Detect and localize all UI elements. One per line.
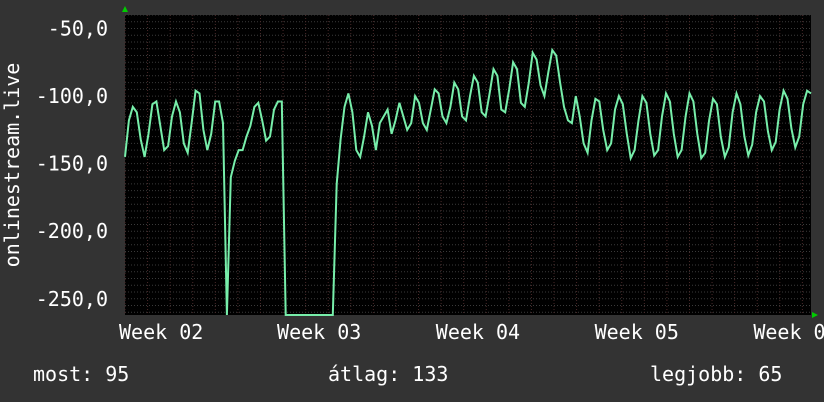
x-tick-label: Week 05	[595, 320, 679, 344]
x-tick-label: Week 02	[119, 320, 203, 344]
x-axis-arrow	[812, 312, 818, 318]
y-axis-label: onlinestream.live	[0, 63, 24, 268]
stat-best-label: legjobb:	[650, 362, 747, 386]
y-tick-label: -50,0	[48, 17, 108, 41]
stat-average-label: átlag:	[328, 362, 401, 386]
stat-current-value: 95	[105, 362, 130, 386]
y-tick-label: -100,0	[36, 84, 108, 108]
x-axis-ticks: Week 02 Week 03 Week 04 Week 05 Week 06	[119, 320, 824, 344]
y-axis-arrow	[122, 6, 128, 12]
stat-current: most: 95	[33, 362, 129, 386]
x-tick-label: Week 03	[277, 320, 361, 344]
stat-best: legjobb: 65	[650, 362, 782, 386]
x-tick-label: Week 06	[753, 320, 824, 344]
series-line	[124, 47, 812, 316]
stat-current-label: most:	[33, 362, 94, 386]
axis-arrows	[122, 6, 818, 318]
y-tick-label: -250,0	[36, 287, 108, 311]
stat-average-value: 133	[412, 362, 449, 386]
y-axis-ticks: -50,0 -100,0 -150,0 -200,0 -250,0	[36, 17, 108, 311]
stat-best-value: 65	[758, 362, 783, 386]
y-tick-label: -200,0	[36, 219, 108, 243]
x-tick-label: Week 04	[436, 320, 520, 344]
y-tick-label: -150,0	[36, 152, 108, 176]
stat-average: átlag: 133	[328, 362, 448, 386]
chart: -50,0-100,0-150,0-200,0-250,0 Week 02 Wee…	[0, 6, 824, 344]
